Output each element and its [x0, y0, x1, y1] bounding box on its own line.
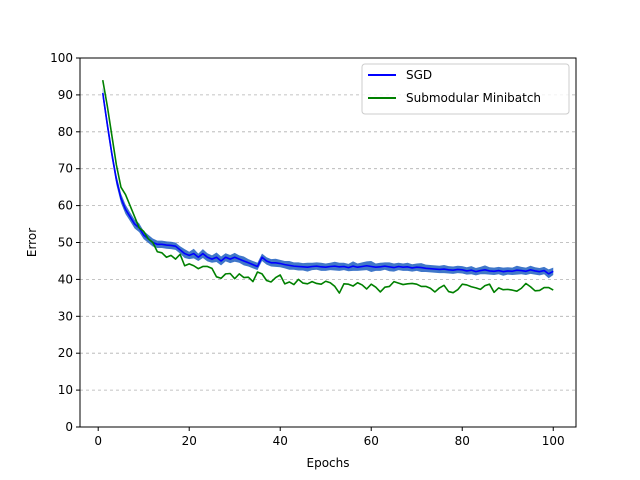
legend-label-submodular-minibatch: Submodular Minibatch [406, 91, 541, 105]
series-band-sgd [102, 87, 554, 279]
y-tick-label-80: 80 [58, 125, 73, 139]
y-tick-label-20: 20 [58, 346, 73, 360]
legend-label-sgd: SGD [406, 68, 432, 82]
x-tick-label-60: 60 [364, 434, 379, 448]
y-tick-label-30: 30 [58, 309, 73, 323]
x-tick-label-80: 80 [455, 434, 470, 448]
x-tick-label-0: 0 [94, 434, 102, 448]
series-line-sgd [101, 92, 554, 275]
legend: SGD Submodular Minibatch [361, 63, 570, 115]
x-tick-label-100: 100 [542, 434, 565, 448]
y-tick-label-70: 70 [58, 162, 73, 176]
y-axis-ticks: 0 10 20 30 40 50 60 70 80 90 100 [50, 51, 80, 434]
series-bands [102, 87, 554, 279]
y-tick-label-40: 40 [58, 272, 73, 286]
y-tick-label-100: 100 [50, 51, 73, 65]
x-axis-ticks: 0 20 40 60 80 100 [94, 427, 565, 448]
y-tick-label-60: 60 [58, 199, 73, 213]
x-tick-label-20: 20 [182, 434, 197, 448]
series-lines [101, 80, 554, 294]
y-tick-label-0: 0 [65, 420, 73, 434]
y-tick-label-90: 90 [58, 88, 73, 102]
x-tick-label-40: 40 [273, 434, 288, 448]
y-axis-label: Error [25, 228, 39, 257]
y-tick-label-10: 10 [58, 383, 73, 397]
legend-box [361, 63, 570, 115]
series-line-submodular-minibatch [101, 80, 554, 294]
x-axis-label: Epochs [307, 456, 350, 470]
y-tick-label-50: 50 [58, 236, 73, 250]
